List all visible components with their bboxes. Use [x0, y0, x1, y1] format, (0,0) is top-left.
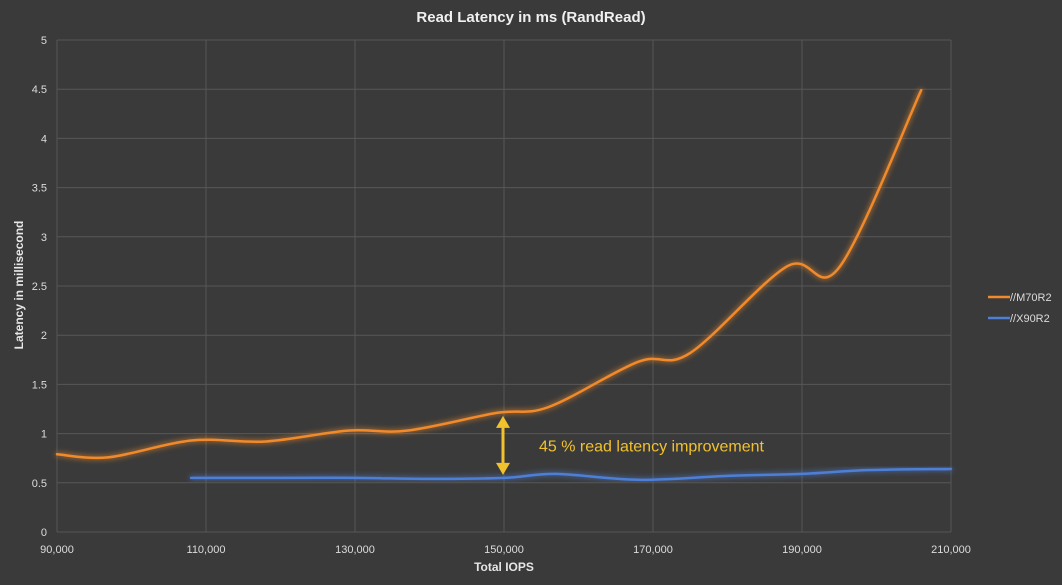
data-point-x90r2 [556, 473, 557, 474]
legend-label: //X90R2 [1010, 313, 1050, 325]
x-tick-label: 90,000 [40, 544, 74, 556]
data-point-m70r2 [191, 440, 192, 441]
legend-item-x90r2: //X90R2 [988, 313, 1050, 325]
legend: //M70R2 //X90R2 [988, 292, 1052, 325]
annotation-arrow-down [496, 462, 510, 475]
data-point-x90r2 [191, 477, 192, 478]
data-point-m70r2 [407, 430, 408, 431]
y-tick-label: 0.5 [32, 478, 47, 490]
data-point-x90r2 [801, 473, 802, 474]
data-point-x90r2 [638, 479, 639, 480]
series-x90r2 [189, 467, 953, 482]
annotation-arrow-up [496, 415, 510, 428]
x-tick-label: 150,000 [484, 544, 524, 556]
data-point-x90r2 [950, 468, 951, 469]
series-line-x90r2 [189, 467, 953, 482]
x-tick-label: 210,000 [931, 544, 971, 556]
x-tick-label: 170,000 [633, 544, 673, 556]
y-tick-label: 0 [41, 527, 47, 539]
y-tick-label: 4 [41, 133, 47, 145]
y-tick-label: 1 [41, 429, 47, 441]
y-tick-label: 2.5 [32, 281, 47, 293]
y-tick-label: 2 [41, 330, 47, 342]
x-axis-title: Total IOPS [474, 560, 534, 574]
data-point-m70r2 [921, 90, 922, 91]
y-tick-labels: 0 0.5 1 1.5 2 2.5 3 3.5 4 4.5 5 [32, 35, 47, 539]
x-tick-label: 110,000 [187, 544, 226, 556]
legend-label: //M70R2 [1010, 292, 1052, 304]
data-point-x90r2 [727, 475, 728, 476]
annotation-text: 45 % read latency improvement [539, 438, 765, 455]
y-tick-label: 1.5 [32, 379, 47, 391]
data-point-x90r2 [429, 478, 430, 479]
data-point-x90r2 [503, 477, 504, 478]
chart-title: Read Latency in ms (RandRead) [416, 9, 645, 26]
y-tick-label: 3 [41, 232, 47, 244]
data-point-m70r2 [839, 267, 840, 268]
y-tick-label: 4.5 [32, 84, 47, 96]
x-tick-label: 130,000 [335, 544, 375, 556]
data-point-m70r2 [496, 412, 497, 413]
data-point-m70r2 [347, 430, 348, 431]
y-tick-label: 5 [41, 35, 47, 47]
data-point-m70r2 [787, 266, 788, 267]
grid [56, 39, 952, 533]
data-point-x90r2 [868, 469, 869, 470]
legend-item-m70r2: //M70R2 [988, 292, 1052, 304]
series-lines [55, 88, 953, 482]
data-point-x90r2 [354, 477, 355, 478]
data-point-m70r2 [109, 457, 110, 458]
data-point-m70r2 [690, 352, 691, 353]
data-point-m70r2 [56, 454, 57, 455]
x-tick-label: 190,000 [782, 544, 822, 556]
data-point-x90r2 [280, 477, 281, 478]
series-line-m70r2 [55, 88, 923, 460]
y-tick-label: 3.5 [32, 183, 47, 195]
x-tick-labels: 90,000 110,000 130,000 150,000 170,000 190,00… [40, 544, 971, 556]
annotation: 45 % read latency improvement [496, 415, 765, 475]
y-axis-title: Latency in millisecond [12, 221, 26, 350]
data-point-m70r2 [638, 361, 639, 362]
series-m70r2 [55, 88, 923, 460]
data-point-m70r2 [548, 406, 549, 407]
data-point-m70r2 [265, 441, 266, 442]
